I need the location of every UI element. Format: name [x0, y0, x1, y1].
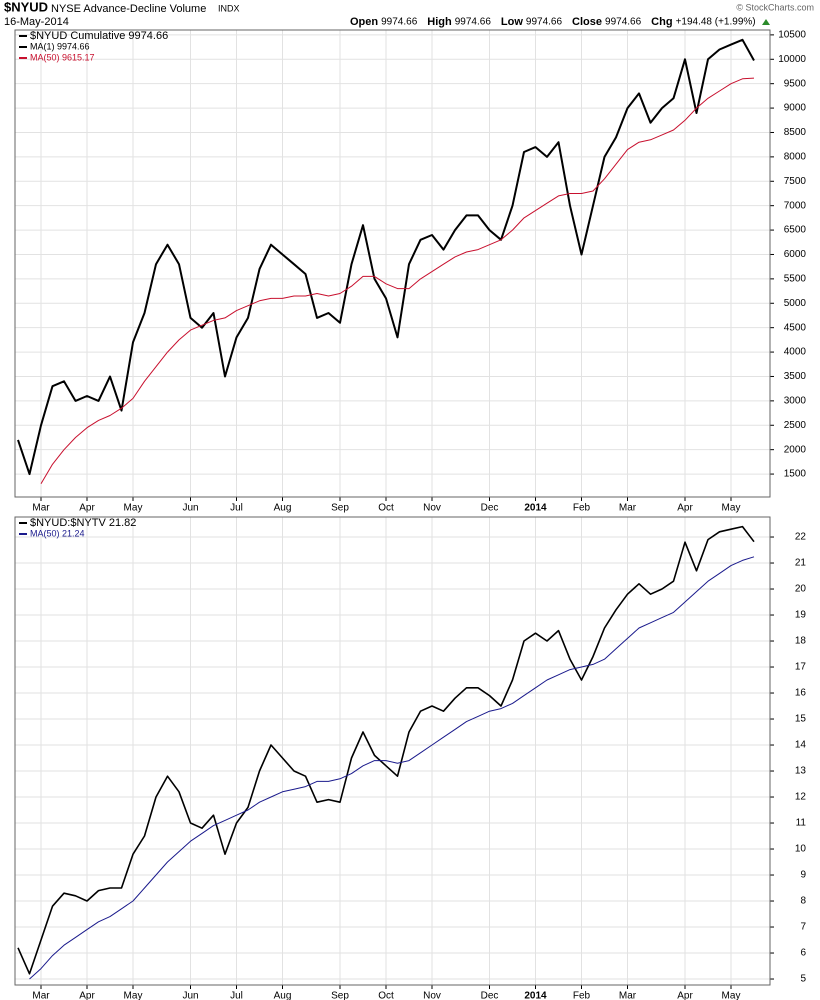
quote-value: 9974.66: [526, 17, 563, 28]
quote-value: 9974.66: [381, 17, 418, 28]
quote-label: Low: [501, 16, 523, 28]
x-tick-label: Aug: [274, 503, 292, 514]
legend-title: $NYUD Cumulative 9974.66: [30, 30, 168, 42]
quote-label: High: [427, 16, 452, 28]
y-tick-label: 9500: [784, 78, 807, 89]
x-tick-label: Sep: [331, 503, 349, 514]
y-tick-label: 8000: [784, 152, 807, 163]
x-tick-label: Jul: [230, 991, 243, 1000]
y-tick-label: 10: [795, 844, 807, 855]
x-tick-label: Oct: [378, 503, 394, 514]
y-tick-label: 22: [795, 532, 807, 543]
y-tick-label: 9000: [784, 103, 807, 114]
y-tick-label: 17: [795, 662, 807, 673]
x-tick-label: Mar: [619, 991, 637, 1000]
y-tick-label: 18: [795, 636, 807, 647]
y-tick-label: 5000: [784, 298, 807, 309]
date: 16-May-2014: [4, 16, 69, 28]
y-tick-label: 20: [795, 584, 807, 595]
plot-border: [14, 29, 771, 498]
name: NYSE Advance-Decline Volume: [51, 3, 206, 15]
y-tick-label: 7500: [784, 176, 807, 187]
y-tick-label: 1500: [784, 469, 807, 480]
y-tick-label: 11: [796, 818, 807, 829]
x-tick-label: Jul: [230, 503, 243, 514]
y-tick-label: 3500: [784, 371, 807, 382]
x-tick-label: Aug: [274, 991, 292, 1000]
legend-title: $NYUD:$NYTV 21.82: [30, 517, 136, 529]
x-tick-label: Jun: [182, 991, 198, 1000]
y-tick-label: 9: [800, 870, 806, 881]
x-tick-label: Jun: [182, 503, 198, 514]
x-tick-label: Dec: [481, 991, 499, 1000]
x-tick-label: Mar: [32, 991, 50, 1000]
y-tick-label: 15: [795, 714, 807, 725]
y-tick-label: 13: [795, 766, 807, 777]
x-tick-label: Apr: [79, 503, 95, 514]
y-tick-label: 10500: [778, 30, 806, 41]
x-tick-label: Sep: [331, 991, 349, 1000]
y-tick-label: 8: [800, 896, 806, 907]
legend-entry: MA(50) 9615.17: [30, 52, 95, 62]
x-tick-label: Mar: [619, 503, 637, 514]
x-tick-label: Nov: [423, 503, 441, 514]
y-tick-label: 5500: [784, 274, 807, 285]
legend-entry: MA(1) 9974.66: [30, 41, 90, 51]
series-line: [17, 525, 755, 975]
symbol: $NYUD: [4, 0, 48, 14]
y-tick-label: 8500: [784, 127, 807, 138]
quote-value: 9974.66: [605, 17, 642, 28]
y-tick-label: 21: [795, 558, 807, 569]
x-tick-label: May: [722, 503, 741, 514]
y-tick-label: 6: [800, 948, 806, 959]
y-tick-label: 16: [795, 688, 807, 699]
series-line: [17, 38, 755, 476]
quote-label: Chg: [651, 16, 672, 28]
x-tick-label: Dec: [481, 503, 499, 514]
x-tick-label: Mar: [32, 503, 50, 514]
x-tick-label: Apr: [79, 991, 95, 1000]
credit: © StockCharts.com: [736, 2, 814, 12]
x-tick-label: Oct: [378, 991, 394, 1000]
legend-entry: MA(50) 21.24: [30, 528, 85, 538]
up-arrow: [762, 19, 770, 25]
exchange: INDX: [218, 3, 240, 13]
x-tick-label: Apr: [677, 503, 693, 514]
y-tick-label: 10000: [778, 54, 806, 65]
y-tick-label: 3000: [784, 396, 807, 407]
x-tick-label: May: [722, 991, 741, 1000]
y-tick-label: 5: [800, 974, 806, 985]
y-tick-label: 2000: [784, 444, 807, 455]
quote-value: 9974.66: [455, 17, 492, 28]
y-tick-label: 4500: [784, 322, 807, 333]
y-tick-label: 14: [795, 740, 807, 751]
y-tick-label: 7000: [784, 200, 807, 211]
quote-label: Close: [572, 16, 602, 28]
plot-border: [14, 516, 771, 986]
x-tick-label: 2014: [524, 991, 547, 1000]
y-tick-label: 4000: [784, 347, 807, 358]
x-tick-label: May: [124, 991, 143, 1000]
y-tick-label: 6000: [784, 249, 807, 260]
series-line: [29, 556, 755, 980]
y-tick-label: 2500: [784, 420, 807, 431]
x-tick-label: 2014: [524, 503, 547, 514]
y-tick-label: 12: [795, 792, 807, 803]
quote-label: Open: [350, 16, 378, 28]
x-tick-label: Feb: [573, 991, 591, 1000]
x-tick-label: Nov: [423, 991, 441, 1000]
x-tick-label: Feb: [573, 503, 591, 514]
series-line: [40, 77, 755, 485]
plot-area: [15, 30, 770, 497]
x-tick-label: May: [124, 503, 143, 514]
plot-area: [15, 517, 770, 985]
x-tick-label: Apr: [677, 991, 693, 1000]
y-tick-label: 7: [800, 922, 806, 933]
quote-value: +194.48 (+1.99%): [676, 17, 756, 28]
y-tick-label: 19: [795, 610, 807, 621]
y-tick-label: 6500: [784, 225, 807, 236]
